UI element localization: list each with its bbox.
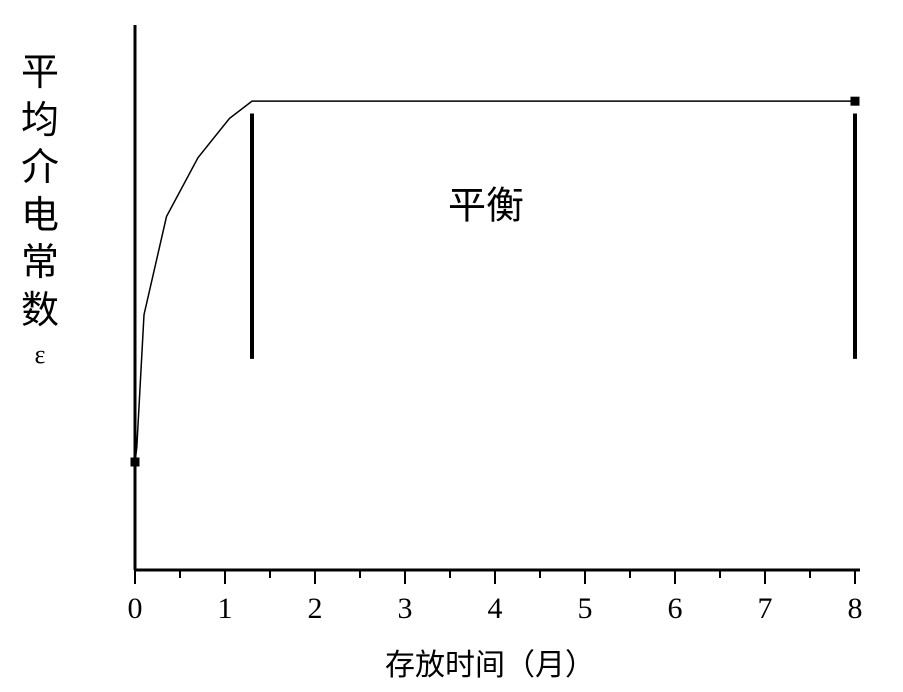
x-tick-label: 4 — [488, 592, 503, 626]
x-tick-labels: 0 1 2 3 4 5 6 7 8 — [115, 592, 865, 632]
y-axis-label-char: 平 — [10, 50, 70, 98]
x-tick-label: 0 — [128, 592, 143, 626]
annotation-label: 平衡 — [448, 174, 524, 229]
x-tick-label: 2 — [308, 592, 323, 626]
x-tick-label: 1 — [218, 592, 233, 626]
series-line — [135, 101, 855, 462]
y-axis-label: 平均介电常数ε — [10, 50, 70, 372]
plot-svg — [115, 20, 865, 590]
y-axis-label-char: 常 — [10, 240, 70, 288]
x-tick-label: 5 — [578, 592, 593, 626]
x-tick-label: 8 — [848, 592, 863, 626]
plot-area: 平衡 — [115, 20, 865, 590]
x-axis-label-text: 存放时间（月） — [385, 649, 595, 682]
series-marker — [131, 458, 140, 467]
y-axis-label-char: 电 — [10, 193, 70, 241]
y-axis-label-char: 数 — [10, 288, 70, 336]
y-axis-label-char: 均 — [10, 98, 70, 146]
chart-container: 平均介电常数ε 平衡 0 1 2 3 4 5 6 7 8 存放时间（月） — [0, 0, 903, 692]
x-axis-label: 存放时间（月） — [115, 640, 865, 684]
x-tick-label: 6 — [668, 592, 683, 626]
series-marker — [851, 97, 860, 106]
x-tick-label: 3 — [398, 592, 413, 626]
x-tick-label: 7 — [758, 592, 773, 626]
y-axis-label-epsilon: ε — [10, 339, 70, 372]
y-axis-label-char: 介 — [10, 145, 70, 193]
